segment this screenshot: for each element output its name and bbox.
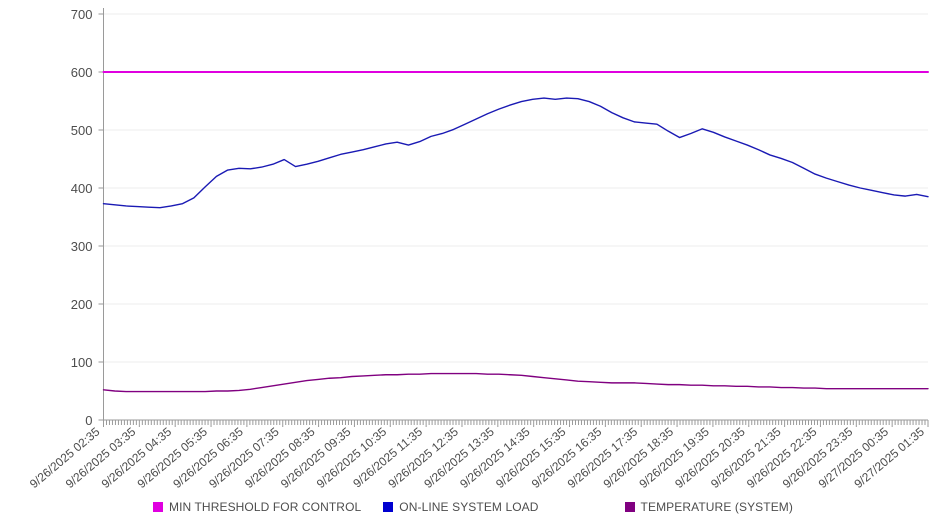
series-line [102, 372, 929, 393]
series-paths [102, 71, 929, 393]
y-axis-labels: 0 100 200 300 400 500 600 700 [71, 7, 93, 428]
legend-swatch-on-line-system-load [383, 502, 394, 512]
y-axis-ticks [98, 13, 104, 421]
legend-item-temperature-system[interactable]: TEMPERATURE (SYSTEM) [624, 500, 793, 514]
chart-legend: MIN THRESHOLD FOR CONTROL ON-LINE SYSTEM… [0, 497, 946, 517]
series-line [102, 97, 929, 209]
y-axis-tick-label: 400 [71, 181, 93, 196]
legend-swatch-min-threshold-for-control [152, 502, 163, 512]
y-axis-tick-label: 0 [85, 413, 92, 428]
grid-lines [103, 13, 928, 363]
y-axis-tick-label: 700 [71, 7, 93, 22]
legend-label-temperature-system: TEMPERATURE (SYSTEM) [640, 500, 793, 514]
y-axis-tick-label: 600 [71, 65, 93, 80]
legend-label-on-line-system-load: ON-LINE SYSTEM LOAD [399, 500, 539, 514]
legend-label-min-threshold-for-control: MIN THRESHOLD FOR CONTROL [168, 500, 362, 514]
y-axis-tick-label: 500 [71, 123, 93, 138]
legend-item-on-line-system-load[interactable]: ON-LINE SYSTEM LOAD [383, 500, 538, 514]
line-chart: 0 100 200 300 400 500 600 700 9/26/2025 02:359/… [27, 7, 929, 491]
legend-item-min-threshold-for-control[interactable]: MIN THRESHOLD FOR CONTROL [152, 500, 362, 514]
y-axis-tick-label: 200 [71, 297, 93, 312]
x-axis-minor-ticks [103, 420, 929, 427]
y-axis-tick-label: 300 [71, 239, 93, 254]
legend-swatch-temperature-system [624, 502, 635, 512]
y-axis-tick-label: 100 [71, 355, 93, 370]
x-axis-labels: 9/26/2025 02:359/26/2025 03:359/26/2025 … [27, 424, 927, 491]
